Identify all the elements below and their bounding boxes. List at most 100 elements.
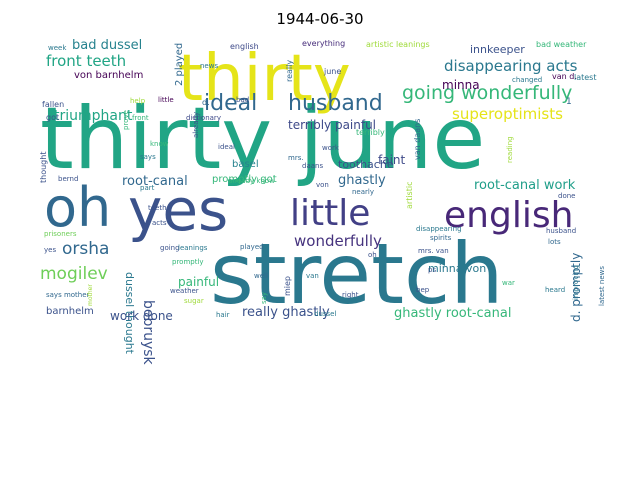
cloud-word: d. [202,98,210,107]
cloud-word: weather [170,287,199,295]
cloud-word: already know [228,177,275,185]
cloud-word: lots [548,238,561,246]
cloud-word: mogilev [40,264,108,284]
cloud-word: war [502,279,515,287]
cloud-word: husband [288,91,383,116]
cloud-word: front [132,114,149,122]
cloud-word: innkeeper [470,43,525,56]
cloud-word: front teeth [46,52,126,70]
cloud-word: spirits [430,234,452,242]
cloud-word: dussel [314,310,336,318]
cloud-word: well [254,272,268,280]
cloud-word: barnhelm [46,306,94,317]
cloud-word: orsha [62,239,109,259]
cloud-word: artistic [405,182,414,209]
cloud-word: hair [216,311,230,319]
cloud-word: disappearing acts [444,57,578,75]
cloud-word: minna von [428,262,486,275]
cloud-word: going [160,244,180,252]
cloud-word: husband [546,227,576,235]
cloud-word: ghastly root-canal [394,306,511,321]
cloud-word: got [46,113,59,122]
cloud-word: triumphant [54,108,133,124]
cloud-word: terribly [356,128,385,137]
cloud-word: ps [428,266,436,274]
cloud-word: 2 played [174,43,185,86]
cloud-word: bad [236,96,249,104]
cloud-word: improving [572,265,580,300]
cloud-word: artistic leanings [366,40,430,49]
cloud-word: mother [87,284,94,306]
cloud-word: toothache [338,158,394,171]
cloud-word: changed [512,76,542,84]
cloud-word: say [260,292,268,304]
chart-title: 1944-06-30 [276,10,364,28]
cloud-word: ideal [218,143,235,151]
cloud-word: english [444,195,573,236]
cloud-word: heard [545,286,565,294]
cloud-word: done [558,192,575,200]
cloud-word: d. promptly [569,253,583,322]
cloud-word: ghastly [338,173,386,188]
cloud-word: latest [574,73,597,82]
cloud-word: teeth [148,204,167,212]
cloud-word: bep [416,286,430,294]
cloud-word: oh [368,251,377,259]
cloud-word: yes [128,176,228,244]
cloud-word: fallen [42,100,64,109]
cloud-word: english [230,42,259,51]
cloud-word: root-canal [122,174,188,189]
cloud-word: prove [122,110,130,130]
cloud-word: terribly painful [288,118,376,132]
cloud-word: work done [110,309,173,323]
cloud-word: latest news [598,266,606,306]
cloud-word: promptly got [212,174,277,185]
cloud-word: played [240,243,264,251]
cloud-word: bernd [58,175,78,183]
cloud-word: promptly [172,258,204,266]
cloud-word: says [140,153,156,161]
cloud-word: bad dussel [72,38,142,53]
cloud-word: daans [302,162,323,170]
cloud-word: know [150,140,169,148]
cloud-word: right [342,291,359,299]
cloud-word: dictionary [186,114,221,122]
cloud-word: really ghastly [242,305,330,320]
cloud-word: disappearing [416,225,462,233]
cloud-word: prisoners [44,230,77,238]
cloud-word: little [158,96,174,104]
cloud-word: 1 [566,97,572,107]
cloud-word: superoptimists [452,105,563,123]
cloud-word: bad weather [536,40,587,49]
cloud-word: von [316,181,329,189]
cloud-word: part [140,184,155,192]
cloud-word: news [200,62,218,70]
cloud-word: minna [442,78,480,92]
cloud-word: stretch [210,225,503,323]
cloud-word: mrs. van [418,247,449,255]
cloud-word: painful [178,275,219,289]
cloud-word: van d. [552,72,577,81]
cloud-word: ideal [204,91,257,116]
cloud-word: root-canal work [474,178,576,193]
cloud-word: everything [302,39,345,48]
cloud-word: von barnhelm [74,70,143,81]
cloud-word: already [192,112,200,138]
cloud-word: work [322,144,340,152]
cloud-word: says mother [46,291,90,299]
cloud-word: mrs. [288,154,304,162]
cloud-word: yes [44,246,56,254]
cloud-word: thirty june [40,89,485,189]
cloud-word: leanings [178,244,208,252]
cloud-word: dussel thought [123,272,136,355]
cloud-word: faint [378,153,406,167]
cloud-word: going wonderfully [402,82,572,104]
cloud-word: week [48,44,67,52]
cloud-word: van [306,272,319,280]
cloud-word: thirty [178,42,351,116]
cloud-word: acts [152,219,167,227]
cloud-word: miep [283,276,292,296]
cloud-word: thought [39,152,48,183]
cloud-word: little [290,193,370,234]
